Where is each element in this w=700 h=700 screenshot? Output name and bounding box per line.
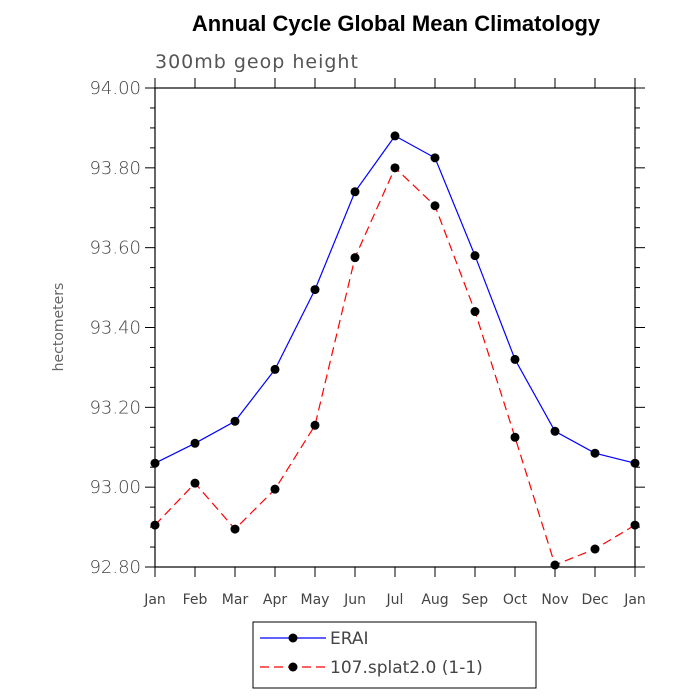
y-tick-label: 93.80 (89, 158, 141, 179)
legend-marker (288, 662, 298, 672)
data-point (550, 560, 560, 570)
series-line (154, 135, 636, 464)
data-point (550, 426, 560, 436)
series-1 (150, 131, 640, 468)
x-tick-label: Feb (183, 592, 208, 608)
data-point (150, 458, 160, 468)
data-point (470, 307, 480, 317)
data-point (430, 201, 440, 211)
x-tick-label: Mar (222, 592, 249, 608)
data-point (510, 432, 520, 442)
data-point (150, 520, 160, 530)
x-tick-label: Dec (581, 592, 608, 608)
data-point (590, 544, 600, 554)
y-axis-label: hectometers (51, 283, 67, 372)
data-point (470, 251, 480, 261)
y-tick-label: 93.40 (89, 318, 141, 339)
x-tick-label: Sep (462, 592, 489, 608)
x-tick-label: Jun (343, 592, 366, 608)
y-tick-label: 92.80 (89, 557, 141, 578)
chart-subtitle: 300mb geop height (155, 51, 359, 73)
legend: ERAI 107.splat2.0 (1-1) (252, 621, 537, 689)
data-point (190, 438, 200, 448)
data-point (190, 478, 200, 488)
data-point (510, 354, 520, 364)
chart-title: Annual Cycle Global Mean Climatology (192, 11, 601, 36)
y-tick-label: 93.00 (89, 477, 141, 498)
data-point (350, 187, 360, 197)
x-tick-label: Aug (421, 592, 448, 608)
data-point (270, 364, 280, 374)
data-point (310, 420, 320, 430)
y-tick-label: 94.00 (89, 78, 141, 99)
plot-frame (154, 87, 636, 568)
data-point (630, 458, 640, 468)
data-point (230, 524, 240, 534)
series-line (154, 166, 636, 566)
x-tick-label: Jan (143, 592, 166, 608)
data-point (630, 520, 640, 530)
data-point (270, 484, 280, 494)
data-point (590, 448, 600, 458)
legend-marker (288, 633, 298, 643)
x-tick-label: Jul (386, 592, 404, 608)
data-point (310, 285, 320, 295)
x-tick-label: Nov (541, 592, 568, 608)
legend-box (252, 621, 537, 689)
x-tick-label: May (301, 592, 330, 608)
plot-axes: 92.80 93.00 93.20 93.40 93.60 93.80 94.00 Jan Fe… (89, 78, 646, 608)
data-point (230, 416, 240, 426)
data-point (350, 253, 360, 263)
legend-label: ERAI (330, 629, 369, 649)
data-point (430, 153, 440, 163)
data-point (390, 163, 400, 173)
y-tick-label: 93.60 (89, 238, 141, 259)
y-tick-label: 93.20 (89, 397, 141, 418)
legend-label: 107.splat2.0 (1-1) (330, 658, 483, 678)
series-layer (150, 131, 640, 570)
data-point (390, 131, 400, 141)
x-tick-label: Jan (623, 592, 646, 608)
x-tick-label: Oct (503, 592, 528, 608)
x-tick-label: Apr (263, 592, 287, 608)
series-2 (150, 163, 640, 570)
